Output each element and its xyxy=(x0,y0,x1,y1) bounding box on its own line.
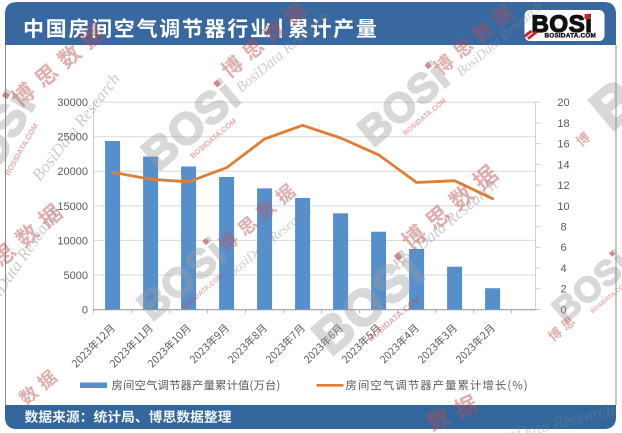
svg-text:18: 18 xyxy=(557,118,569,130)
svg-text:12: 12 xyxy=(557,180,569,192)
svg-text:8: 8 xyxy=(560,222,566,234)
svg-text:2: 2 xyxy=(560,284,566,296)
svg-text:20000: 20000 xyxy=(57,166,88,178)
svg-text:6: 6 xyxy=(560,242,566,254)
svg-text:BOSi: BOSi xyxy=(532,11,593,38)
svg-text:10: 10 xyxy=(557,201,569,213)
svg-text:16: 16 xyxy=(557,139,569,151)
svg-text:0: 0 xyxy=(82,304,88,316)
svg-text:0: 0 xyxy=(560,304,566,316)
svg-text:30000: 30000 xyxy=(57,97,88,109)
svg-text:4: 4 xyxy=(560,263,566,275)
svg-text:5000: 5000 xyxy=(64,270,88,282)
svg-text:25000: 25000 xyxy=(57,132,88,144)
svg-text:20: 20 xyxy=(557,97,569,109)
svg-text:BOSIDATA.COM: BOSIDATA.COM xyxy=(544,33,596,40)
svg-text:14: 14 xyxy=(557,159,569,171)
svg-text:15000: 15000 xyxy=(57,201,88,213)
svg-text:10000: 10000 xyxy=(57,235,88,247)
